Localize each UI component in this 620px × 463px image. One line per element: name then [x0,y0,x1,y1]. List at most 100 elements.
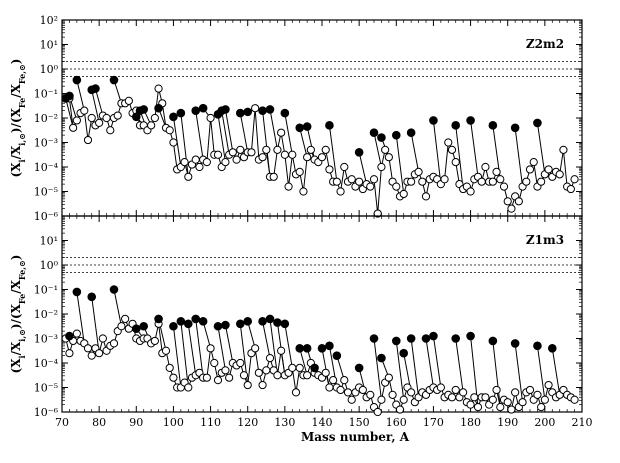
open-point-top-111 [477,177,486,186]
open-point-bottom-91 [399,395,408,404]
open-point-top-119 [507,204,516,213]
series-link-top-3 [91,89,100,124]
series-link-top-29 [410,132,420,172]
series-link-top-35 [536,122,546,175]
open-point-bottom-72 [329,376,338,385]
filled-point-bottom-28 [377,353,386,363]
filled-point-bottom-0 [65,331,74,341]
series-link-bottom-34 [455,338,464,393]
panel-bottom-y-axis: 10⁻⁶ 10⁻⁵ 10⁻⁴ 10⁻³ 10⁻² 10⁻¹ 10⁰ 10¹ [34,215,582,419]
filled-point-bottom-11 [198,317,208,326]
open-point-top-101 [440,175,449,184]
open-point-top-63 [299,187,308,196]
x-tick-label-0: 70 [55,416,69,429]
open-point-top-11 [106,126,115,135]
filled-point-top-32 [466,116,475,125]
series-link-bottom-7 [172,326,182,388]
open-point-top-136 [570,175,579,184]
y-tick-label-bottom-5: 10⁻¹ [34,284,58,297]
open-point-bottom-84 [373,407,382,417]
series-link-bottom-38 [536,345,546,400]
open-point-top-23 [150,113,159,123]
series-link-top-26 [373,132,382,168]
open-point-bottom-71 [325,383,334,392]
open-point-top-6 [87,113,96,123]
open-point-top-45 [232,155,241,164]
open-point-top-53 [262,145,271,154]
open-point-top-123 [522,177,531,186]
series-link-bottom-29 [395,340,405,400]
open-point-bottom-130 [544,380,553,390]
y-tick-label-bottom-1: 10⁻⁵ [34,382,58,395]
filled-point-bottom-3 [109,285,119,294]
filled-point-bottom-1 [72,287,82,297]
open-point-bottom-51 [251,344,260,353]
x-tick-label-11: 180 [460,416,481,429]
open-point-top-74 [340,162,349,172]
open-point-bottom-48 [239,371,249,380]
filled-point-bottom-22 [310,363,319,373]
open-point-bottom-27 [161,346,171,355]
filled-point-top-2 [72,75,82,85]
filled-point-bottom-20 [295,344,305,353]
open-point-top-70 [325,165,334,174]
open-point-bottom-77 [347,395,356,404]
filled-point-top-30 [429,116,438,125]
open-point-top-73 [336,187,345,196]
open-point-top-10 [102,113,111,123]
series-link-bottom-13 [224,324,234,364]
series-link-top-15 [221,110,230,155]
open-point-bottom-82 [366,390,375,399]
open-point-bottom-29 [169,373,178,382]
open-point-top-118 [503,197,512,206]
filled-point-top-11 [176,108,186,118]
series-link-bottom-16 [262,321,271,359]
open-point-bottom-90 [395,405,405,414]
panel-bottom-label: Z1m3 [526,233,564,247]
open-point-top-102 [444,138,453,147]
open-point-bottom-110 [470,393,479,402]
x-tick-label-1: 80 [92,416,106,429]
open-point-top-108 [466,187,475,196]
x-tick-label-5: 120 [237,416,258,429]
series-link-bottom-2 [91,296,100,354]
open-point-top-85 [381,145,390,154]
open-point-bottom-85 [377,395,386,404]
open-point-bottom-28 [165,363,174,372]
y-tick-label-top-5: 10⁻¹ [34,88,58,101]
open-point-top-1 [69,123,78,132]
filled-point-bottom-9 [183,319,193,329]
y-tick-label-bottom-4: 10⁻² [34,308,58,321]
open-point-top-129 [544,165,553,174]
filled-point-bottom-36 [488,336,498,346]
series-link-top-23 [306,126,316,160]
open-point-bottom-6 [83,344,93,353]
open-point-bottom-116 [492,385,501,395]
y-tick-label-top-1: 10⁻⁵ [34,186,58,199]
open-point-top-78 [355,177,364,186]
open-point-top-42 [221,158,230,167]
y-tick-label-bottom-3: 10⁻³ [34,333,58,346]
series-link-top-25 [358,152,368,185]
open-point-top-132 [555,170,564,179]
open-point-bottom-137 [570,395,579,404]
open-point-top-31 [180,158,189,167]
x-tick-label-14: 210 [572,416,593,429]
series-link-top-24 [328,125,338,182]
open-point-bottom-87 [384,373,393,382]
y-tick-label-top-7: 10¹ [40,39,58,52]
open-point-bottom-109 [466,400,475,409]
filled-point-top-34 [510,123,520,133]
open-point-top-96 [421,192,431,201]
open-point-top-49 [247,148,256,157]
filled-point-bottom-15 [243,317,253,326]
filled-point-bottom-31 [406,334,416,343]
open-point-bottom-44 [225,373,234,382]
open-point-top-52 [258,153,267,162]
open-point-bottom-121 [511,388,520,397]
filled-point-bottom-18 [273,318,282,327]
open-point-top-57 [277,128,286,137]
filled-point-bottom-35 [466,331,475,341]
open-point-bottom-10 [98,334,107,343]
